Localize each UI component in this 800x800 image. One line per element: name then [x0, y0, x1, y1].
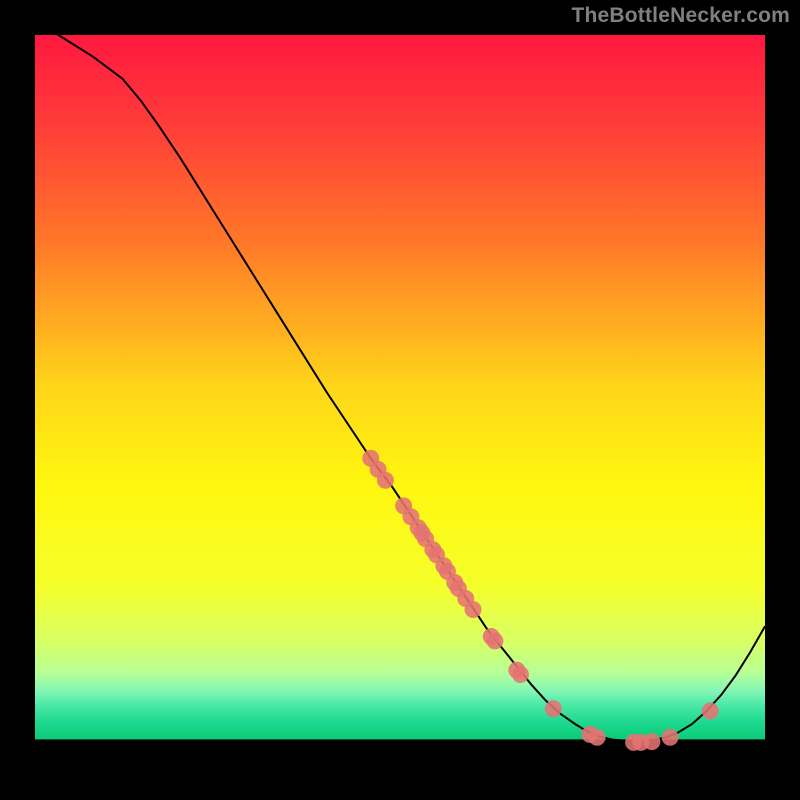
scatter-point [589, 729, 606, 746]
bottleneck-chart [35, 35, 765, 765]
scatter-point [465, 601, 482, 618]
gradient-heatmap-background [35, 35, 765, 739]
chart-outer-frame: TheBottleNecker.com [0, 0, 800, 800]
watermark-text: TheBottleNecker.com [571, 4, 790, 28]
scatter-point [545, 700, 562, 717]
scatter-point [377, 472, 394, 489]
scatter-point [486, 632, 503, 649]
scatter-point [702, 702, 719, 719]
scatter-point [643, 733, 660, 750]
scatter-point [662, 729, 679, 746]
scatter-point [512, 666, 529, 683]
